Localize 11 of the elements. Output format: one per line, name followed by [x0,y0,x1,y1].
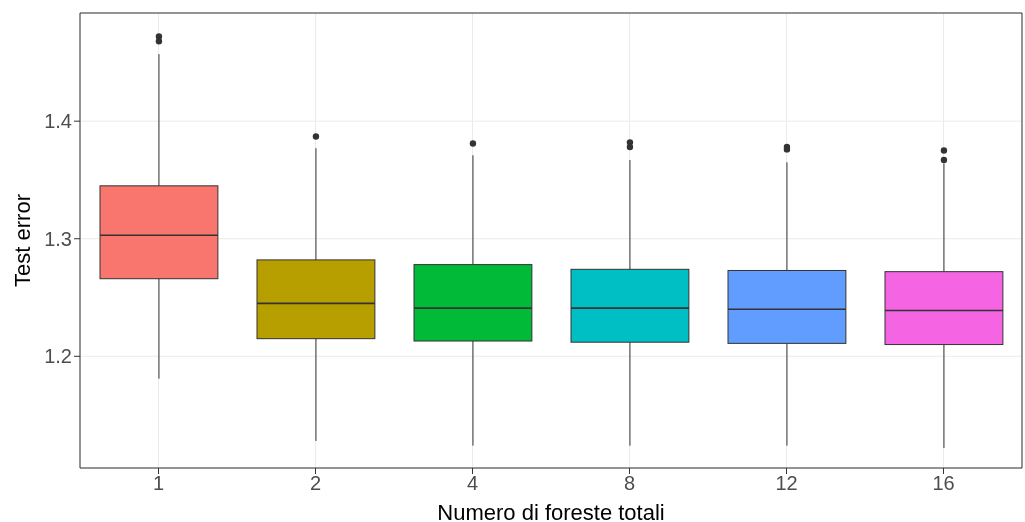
x-axis-title: Numero di foreste totali [437,500,665,522]
y-tick-label: 1.2 [44,345,72,368]
x-tick-label: 4 [466,472,479,495]
x-tick-label: 2 [309,472,322,495]
x-tick-label: 1 [152,472,165,495]
y-tick-label: 1.4 [44,110,72,133]
x-tick-label: 8 [623,472,636,495]
y-axis-title: Test error [9,194,35,287]
x-tick-label: 16 [932,472,955,495]
y-tick-label: 1.3 [44,227,72,250]
x-tick-label: 12 [775,472,798,495]
